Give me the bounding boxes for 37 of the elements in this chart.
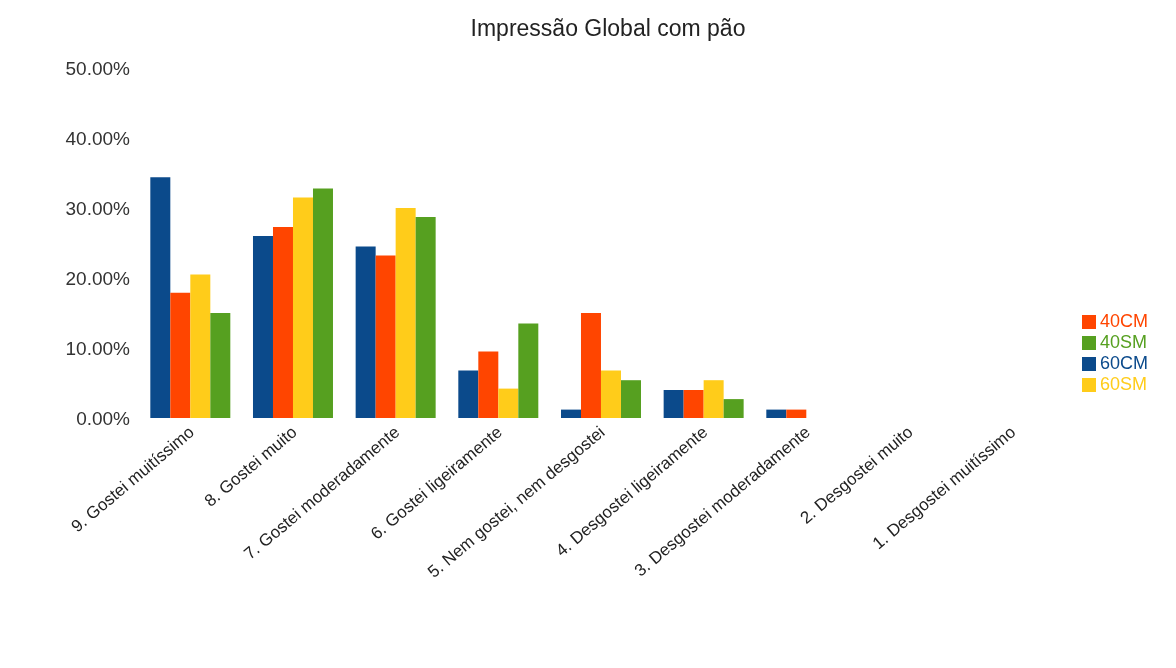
bar <box>375 255 396 418</box>
y-tick-label: 0.00% <box>76 407 131 429</box>
bar <box>312 188 333 418</box>
y-tick-label: 30.00% <box>65 197 131 219</box>
legend-label: 60CM <box>1099 353 1148 373</box>
bar <box>518 323 539 418</box>
bar <box>170 292 191 418</box>
bar <box>395 208 416 418</box>
bar <box>252 236 273 418</box>
bar <box>683 390 704 418</box>
bar <box>703 380 724 418</box>
bar <box>560 409 581 418</box>
bar <box>458 370 479 418</box>
bar <box>190 274 211 418</box>
bar <box>498 388 519 418</box>
bar <box>292 197 313 418</box>
legend-label: 40SM <box>1099 332 1148 352</box>
y-tick-label: 20.00% <box>65 267 131 289</box>
bar <box>663 390 684 418</box>
chart-title: Impressão Global com pão <box>469 14 747 43</box>
bar <box>355 246 376 418</box>
bar <box>150 177 171 418</box>
bar <box>415 217 436 418</box>
bar <box>210 313 231 418</box>
bar <box>766 409 787 418</box>
bar <box>272 226 293 418</box>
bar <box>600 370 621 418</box>
y-tick-label: 50.00% <box>65 57 131 79</box>
legend-label: 60SM <box>1099 374 1148 394</box>
bar <box>478 351 499 418</box>
bar <box>620 380 641 418</box>
bar <box>723 399 744 418</box>
y-tick-label: 10.00% <box>65 337 131 359</box>
bar <box>580 313 601 418</box>
y-tick-label: 40.00% <box>65 127 131 149</box>
bar <box>786 409 807 418</box>
legend-label: 40CM <box>1099 311 1148 331</box>
